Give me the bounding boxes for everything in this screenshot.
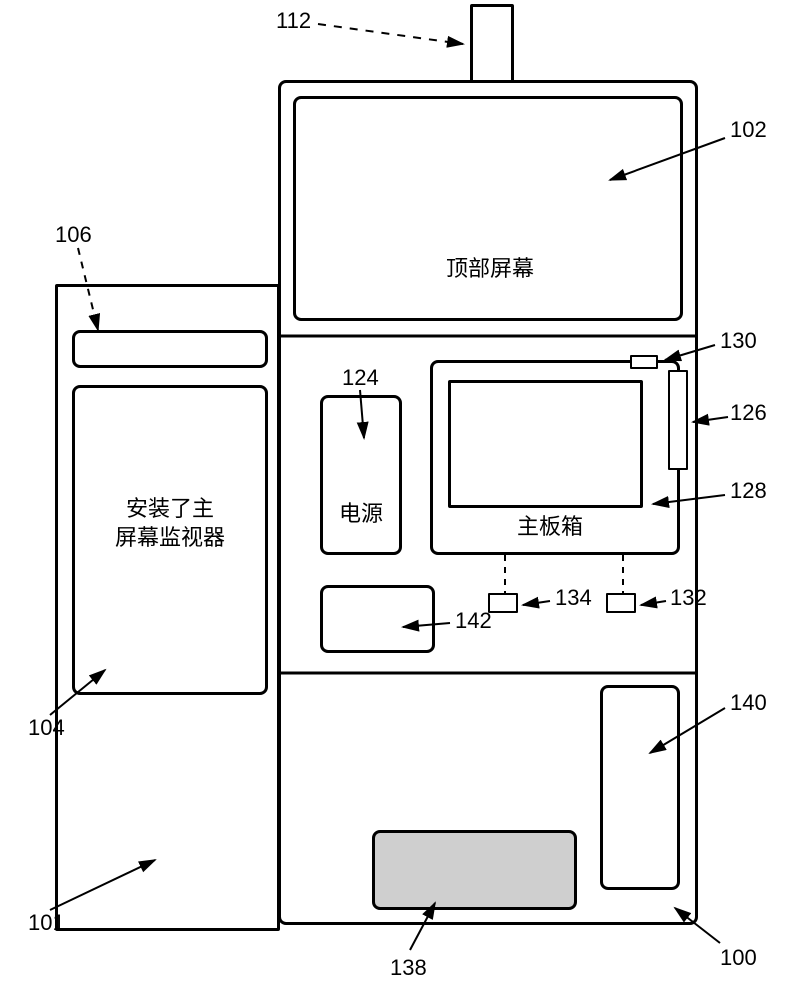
ref-101: 101 [28, 910, 65, 936]
arrow-112 [318, 20, 478, 50]
small-134 [488, 593, 518, 613]
ref-138: 138 [390, 955, 427, 981]
box-138 [372, 830, 577, 910]
door-monitor-label: 安装了主 屏幕监视器 [85, 495, 255, 552]
ref-102: 102 [730, 117, 767, 143]
side-slot-126 [668, 370, 688, 470]
mb-box-inner [448, 380, 643, 508]
small-132 [606, 593, 636, 613]
ref-130: 130 [720, 328, 757, 354]
ref-128: 128 [730, 478, 767, 504]
top-screen-label: 顶部屏幕 [400, 255, 580, 284]
box-142 [320, 585, 435, 653]
ref-134: 134 [555, 585, 592, 611]
top-tab-130 [630, 355, 658, 369]
power-supply [320, 395, 402, 555]
ref-106: 106 [55, 222, 92, 248]
ref-104: 104 [28, 715, 65, 741]
mb-box-label: 主板箱 [490, 513, 610, 542]
ref-140: 140 [730, 690, 767, 716]
ref-124: 124 [342, 365, 379, 391]
box-140 [600, 685, 680, 890]
top-screen [293, 96, 683, 321]
ref-100: 100 [720, 945, 757, 971]
power-label: 电源 [322, 500, 400, 529]
ref-126: 126 [730, 400, 767, 426]
ref-112: 112 [276, 8, 311, 34]
diagram-canvas: 顶部屏幕 安装了主 屏幕监视器 电源 主板箱 112 [0, 0, 785, 1000]
ref-142: 142 [455, 608, 492, 634]
antenna [470, 4, 514, 86]
ref-132: 132 [670, 585, 707, 611]
door-top-box [72, 330, 268, 368]
